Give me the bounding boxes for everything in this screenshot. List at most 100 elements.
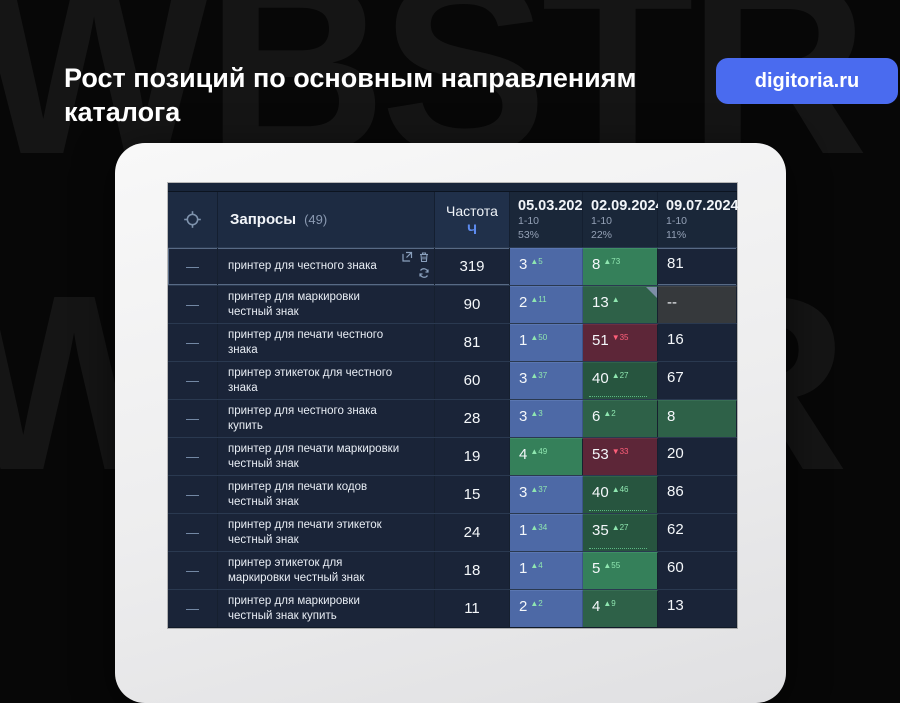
position-cell-3[interactable]: 67 xyxy=(658,362,737,399)
row-drag-handle[interactable]: — xyxy=(168,400,218,437)
table-row[interactable]: — принтер для честного знака 319 3 ▲5 8 ▲7… xyxy=(168,247,737,285)
position-cell-2[interactable]: 6 ▲2 xyxy=(583,400,658,437)
frequency-cell: 60 xyxy=(435,362,510,399)
position-cell-1[interactable]: 3 ▲5 xyxy=(510,248,583,285)
date-column-header-2[interactable]: 02.09.2024 1-10 22% xyxy=(583,192,664,247)
position-cell-2[interactable]: 13 ▲ xyxy=(583,286,658,323)
date-label: 09.07.2024 xyxy=(666,197,739,214)
frequency-cell: 18 xyxy=(435,552,510,589)
frequency-value: 18 xyxy=(463,562,481,579)
crosshair-icon xyxy=(184,211,201,228)
position-cell-1[interactable]: 3 ▲37 xyxy=(510,362,583,399)
query-text: принтер для честного знака купить xyxy=(228,405,377,432)
frequency-value: 11 xyxy=(464,600,480,617)
row-drag-handle[interactable]: — xyxy=(168,476,218,513)
position-cell-3[interactable]: 81 xyxy=(658,248,737,285)
table-row[interactable]: — принтер этикеток для честного знака 60… xyxy=(168,361,737,399)
position-cell-1[interactable]: 3 ▲37 xyxy=(510,476,583,513)
query-cell[interactable]: принтер для честного знака xyxy=(218,248,435,285)
position-cell-3[interactable]: 62 xyxy=(658,514,737,551)
query-text: принтер для печати маркировки честный зн… xyxy=(228,443,400,470)
position-cell-2[interactable]: 40 ▲46 xyxy=(583,476,658,513)
query-cell[interactable]: принтер для печати кодов честный знак xyxy=(218,476,435,513)
refresh-icon[interactable] xyxy=(418,267,430,279)
date-column-header-1[interactable]: 05.03.2025 1-10 53% xyxy=(510,192,591,247)
queries-column-header[interactable]: Запросы (49) xyxy=(218,192,435,247)
position-cell-1[interactable]: 1 ▲34 xyxy=(510,514,583,551)
position-value: 6 xyxy=(592,408,601,425)
position-cell-2[interactable]: 4 ▲9 xyxy=(583,590,658,627)
position-delta: ▲3 xyxy=(530,409,543,418)
table-row[interactable]: — принтер для печати маркировки честный … xyxy=(168,437,737,475)
query-cell[interactable]: принтер для честного знака купить xyxy=(218,400,435,437)
position-value: 8 xyxy=(592,256,601,273)
query-text: принтер для честного знака xyxy=(228,260,377,273)
query-cell[interactable]: принтер для печати этикеток честный знак xyxy=(218,514,435,551)
trash-icon[interactable] xyxy=(418,251,430,263)
position-cell-1[interactable]: 1 ▲50 xyxy=(510,324,583,361)
position-delta: ▲37 xyxy=(530,371,548,380)
position-cell-3[interactable]: 86 xyxy=(658,476,737,513)
query-cell[interactable]: принтер этикеток для честного знака xyxy=(218,362,435,399)
target-column-header[interactable] xyxy=(168,192,218,247)
table-row[interactable]: — принтер для печати честного знака 81 1… xyxy=(168,323,737,361)
row-drag-handle[interactable]: — xyxy=(168,324,218,361)
position-cell-1[interactable]: 1 ▲4 xyxy=(510,552,583,589)
position-value: 20 xyxy=(667,445,684,462)
position-cell-2[interactable]: 53 ▼33 xyxy=(583,438,658,475)
table-header-row: Запросы (49) Частота Ч 05.03.2025 1-10 5… xyxy=(168,192,739,247)
row-drag-handle[interactable]: — xyxy=(168,438,218,475)
position-cell-1[interactable]: 2 ▲11 xyxy=(510,286,583,323)
position-cell-2[interactable]: 51 ▼35 xyxy=(583,324,658,361)
frequency-column-header[interactable]: Частота Ч xyxy=(435,192,510,247)
position-value: 2 xyxy=(519,294,528,311)
row-drag-handle[interactable]: — xyxy=(168,590,218,627)
row-drag-handle[interactable]: — xyxy=(168,286,218,323)
row-drag-handle[interactable]: — xyxy=(168,248,218,285)
dash-glyph: — xyxy=(186,297,199,312)
row-drag-handle[interactable]: — xyxy=(168,514,218,551)
query-cell[interactable]: принтер этикеток для маркировки честный … xyxy=(218,552,435,589)
query-cell[interactable]: принтер для печати маркировки честный зн… xyxy=(218,438,435,475)
position-cell-3[interactable]: 20 xyxy=(658,438,737,475)
dash-glyph: — xyxy=(186,335,199,350)
position-cell-2[interactable]: 40 ▲27 xyxy=(583,362,658,399)
table-row[interactable]: — принтер для маркировки честный знак 90… xyxy=(168,285,737,323)
frequency-cell: 90 xyxy=(435,286,510,323)
frequency-value: 19 xyxy=(463,448,481,465)
table-row[interactable]: — принтер этикеток для маркировки честны… xyxy=(168,551,737,589)
table-row[interactable]: — принтер для маркировки честный знак ку… xyxy=(168,589,737,627)
position-cell-2[interactable]: 8 ▲73 xyxy=(583,248,658,285)
table-row[interactable]: — принтер для печати кодов честный знак … xyxy=(168,475,737,513)
dash-glyph: — xyxy=(186,525,199,540)
position-cell-3[interactable]: 13 xyxy=(658,590,737,627)
position-cell-3[interactable]: 60 xyxy=(658,552,737,589)
position-cell-1[interactable]: 2 ▲2 xyxy=(510,590,583,627)
external-link-icon[interactable] xyxy=(401,251,413,263)
table-row[interactable]: — принтер для честного знака купить 28 3… xyxy=(168,399,737,437)
row-actions xyxy=(397,251,431,283)
position-cell-3[interactable]: 8 xyxy=(658,400,737,437)
query-text: принтер для маркировки честный знак купи… xyxy=(228,595,360,622)
row-drag-handle[interactable]: — xyxy=(168,552,218,589)
position-cell-3[interactable]: 16 xyxy=(658,324,737,361)
position-delta: ▲55 xyxy=(603,561,621,570)
position-cell-1[interactable]: 3 ▲3 xyxy=(510,400,583,437)
query-cell[interactable]: принтер для печати честного знака xyxy=(218,324,435,361)
position-cell-1[interactable]: 4 ▲49 xyxy=(510,438,583,475)
position-delta: ▼35 xyxy=(611,333,629,342)
row-drag-handle[interactable]: — xyxy=(168,362,218,399)
query-cell[interactable]: принтер для маркировки честный знак xyxy=(218,286,435,323)
position-delta: ▲2 xyxy=(603,409,616,418)
position-cell-2[interactable]: 5 ▲55 xyxy=(583,552,658,589)
position-value: 13 xyxy=(667,597,684,614)
position-value: 3 xyxy=(519,256,528,273)
frequency-value: 15 xyxy=(463,486,481,503)
position-cell-3[interactable]: -- xyxy=(658,286,737,323)
query-cell[interactable]: принтер для маркировки честный знак купи… xyxy=(218,590,435,627)
position-value: 1 xyxy=(519,522,528,539)
date-column-header-3[interactable]: 09.07.2024 1-10 11% xyxy=(658,192,739,247)
table-row[interactable]: — принтер для печати этикеток честный зн… xyxy=(168,513,737,551)
position-cell-2[interactable]: 35 ▲27 xyxy=(583,514,658,551)
queries-count: (49) xyxy=(304,212,328,227)
